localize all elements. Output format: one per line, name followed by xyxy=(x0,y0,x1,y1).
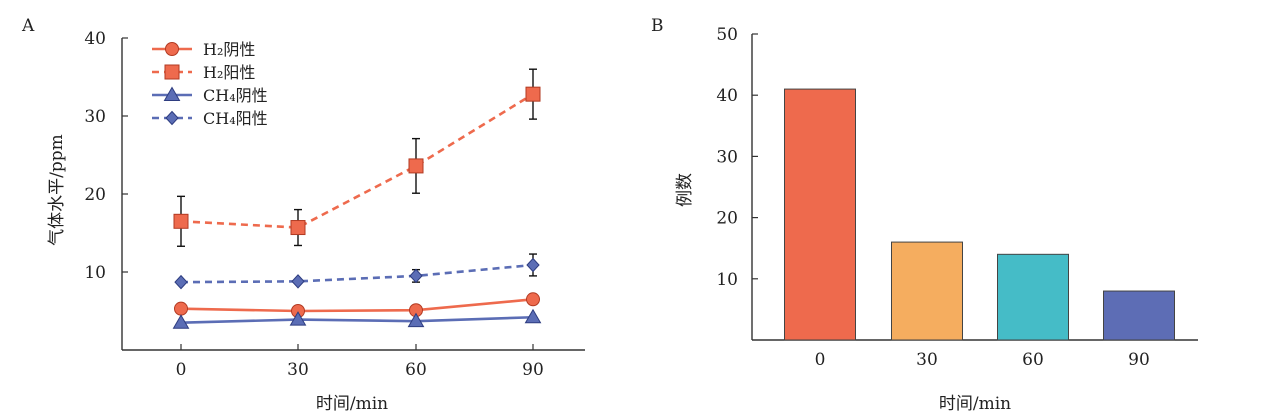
legend-marker xyxy=(164,64,180,80)
x-tick-label: 0 xyxy=(815,350,826,370)
series-diamond xyxy=(174,253,540,290)
legend-label: H₂阳性 xyxy=(203,63,255,82)
data-point xyxy=(172,314,190,329)
panel-a-x-ticks: 0 30 60 90 xyxy=(176,344,544,380)
bar-60 xyxy=(997,253,1069,341)
legend-marker xyxy=(163,86,181,101)
y-tick-label: 50 xyxy=(716,25,738,45)
legend-marker xyxy=(165,42,179,56)
bar-0 xyxy=(784,88,856,341)
y-tick-label: 40 xyxy=(716,86,738,106)
panel-b-bars xyxy=(784,88,1175,341)
data-point xyxy=(174,301,188,316)
y-tick-label: 30 xyxy=(716,147,738,167)
data-point xyxy=(409,268,423,284)
panel-a-y-ticks: 10 20 30 40 xyxy=(84,29,128,283)
panel-b: B 10 20 30 40 50 0 30 60 90 例数 时间/min xyxy=(651,16,1198,414)
data-point xyxy=(525,86,541,102)
data-point xyxy=(408,158,424,174)
x-tick-label: 30 xyxy=(916,350,938,370)
x-tick-label: 60 xyxy=(1022,350,1044,370)
data-point xyxy=(526,257,540,273)
y-tick-label: 40 xyxy=(84,29,106,49)
data-point xyxy=(290,220,306,236)
bar-30 xyxy=(891,241,963,341)
x-tick-label: 90 xyxy=(1128,350,1150,370)
y-tick-label: 20 xyxy=(716,209,738,229)
panel-b-label: B xyxy=(651,16,664,36)
y-tick-label: 30 xyxy=(84,107,106,127)
x-tick-label: 60 xyxy=(405,360,427,380)
series-square xyxy=(173,68,541,247)
series-line xyxy=(180,298,534,313)
panel-b-y-ticks: 10 20 30 40 50 xyxy=(716,25,758,290)
x-tick-label: 90 xyxy=(522,360,544,380)
data-point xyxy=(524,308,542,324)
x-tick-label: 0 xyxy=(176,360,187,380)
legend-label: CH₄阳性 xyxy=(203,109,268,128)
panel-a-y-label: 气体水平/ppm xyxy=(47,134,67,246)
panel-b-x-label: 时间/min xyxy=(939,394,1011,414)
panel-b-y-label: 例数 xyxy=(675,173,695,207)
series-triangle xyxy=(172,308,542,329)
data-point xyxy=(174,274,188,290)
series-circle xyxy=(174,292,540,318)
panel-a-series xyxy=(172,68,542,329)
data-point xyxy=(291,274,305,289)
data-point xyxy=(173,213,189,229)
data-point xyxy=(289,311,307,326)
y-tick-label: 20 xyxy=(84,185,106,205)
data-point xyxy=(407,312,425,328)
legend-marker xyxy=(165,110,179,126)
data-point xyxy=(526,292,540,307)
legend-label: H₂阴性 xyxy=(203,40,255,59)
bar-90 xyxy=(1103,290,1175,341)
panel-b-x-ticks: 0 30 60 90 xyxy=(815,350,1150,370)
y-tick-label: 10 xyxy=(84,263,106,283)
series-line xyxy=(180,93,534,229)
y-tick-label: 10 xyxy=(716,270,738,290)
series-line xyxy=(180,315,534,324)
panel-a-legend: H₂阴性 H₂阳性 CH₄阴性 CH₄阳性 xyxy=(152,40,268,128)
panel-a: A 10 20 30 40 0 30 60 90 H₂阴性 H₂阳性 CH₄阴性 CH₄阳性 气体… xyxy=(21,16,585,414)
x-tick-label: 30 xyxy=(287,360,309,380)
panel-a-x-label: 时间/min xyxy=(316,394,388,414)
panel-a-label: A xyxy=(21,16,35,36)
legend-label: CH₄阴性 xyxy=(203,86,268,105)
series-line xyxy=(180,263,534,284)
